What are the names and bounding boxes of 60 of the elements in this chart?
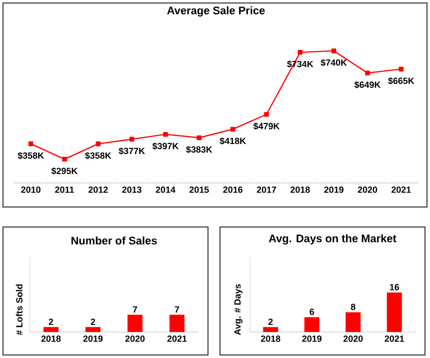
chart-title: Avg. Days on the Market bbox=[268, 234, 396, 245]
data-label: $479K bbox=[253, 122, 280, 130]
data-label: 8 bbox=[350, 304, 356, 310]
x-tick-label: 2010 bbox=[21, 186, 40, 193]
x-tick-label: 2021 bbox=[384, 336, 404, 342]
data-label: 2 bbox=[90, 318, 96, 325]
x-tick-label: 2014 bbox=[156, 186, 176, 193]
x-tick-label: 2018 bbox=[260, 336, 280, 342]
point bbox=[196, 135, 202, 140]
point bbox=[398, 66, 404, 72]
x-tick-label: 2019 bbox=[324, 186, 344, 193]
chart-title: Average Sale Price bbox=[167, 6, 265, 17]
bar bbox=[263, 327, 278, 332]
data-label: $377K bbox=[118, 147, 145, 155]
y-axis-title: Avg. # Days bbox=[234, 284, 242, 335]
x-tick-label: 2018 bbox=[41, 336, 61, 342]
data-label: $383K bbox=[186, 146, 212, 154]
x-tick-label: 2020 bbox=[343, 336, 363, 342]
x-tick-label: 2021 bbox=[392, 186, 411, 193]
data-label: $649K bbox=[354, 81, 381, 88]
point bbox=[163, 132, 168, 137]
x-tick-label: 2020 bbox=[358, 186, 378, 193]
data-label: $397K bbox=[152, 142, 179, 150]
x-tick-label: 2017 bbox=[256, 186, 276, 193]
x-tick-label: 2018 bbox=[290, 186, 310, 193]
point bbox=[96, 141, 101, 146]
data-label: $295K bbox=[51, 167, 78, 175]
data-label: $358K bbox=[18, 152, 44, 160]
point bbox=[365, 70, 370, 76]
data-label: $418K bbox=[220, 137, 246, 145]
point bbox=[331, 48, 336, 54]
point bbox=[230, 126, 236, 132]
point bbox=[62, 156, 67, 162]
x-tick-label: 2015 bbox=[190, 186, 209, 193]
data-label: 7 bbox=[132, 306, 138, 313]
bar bbox=[386, 292, 402, 332]
x-tick-label: 2011 bbox=[55, 186, 74, 193]
point bbox=[298, 50, 303, 55]
data-label: $740K bbox=[320, 59, 347, 66]
x-tick-label: 2019 bbox=[302, 336, 322, 342]
x-tick-label: 2021 bbox=[167, 336, 187, 342]
point bbox=[129, 136, 134, 142]
data-label: $665K bbox=[388, 77, 414, 85]
point bbox=[264, 112, 269, 117]
y-axis-title: # Lofts Sold bbox=[16, 284, 22, 335]
x-tick-label: 2019 bbox=[83, 336, 103, 342]
data-label: 16 bbox=[390, 284, 400, 290]
data-label: 2 bbox=[268, 318, 273, 325]
x-tick-label: 2013 bbox=[122, 186, 142, 193]
data-label: $358K bbox=[85, 152, 112, 160]
x-tick-label: 2016 bbox=[223, 186, 242, 193]
data-label: 7 bbox=[174, 306, 180, 313]
x-tick-label: 2012 bbox=[88, 186, 108, 193]
bar bbox=[304, 317, 320, 332]
chart-title: Number of Sales bbox=[71, 236, 157, 245]
data-label: 2 bbox=[48, 318, 54, 325]
bar bbox=[346, 312, 361, 332]
x-tick-label: 2020 bbox=[125, 336, 145, 342]
point bbox=[28, 141, 34, 146]
data-label: 6 bbox=[310, 308, 314, 316]
